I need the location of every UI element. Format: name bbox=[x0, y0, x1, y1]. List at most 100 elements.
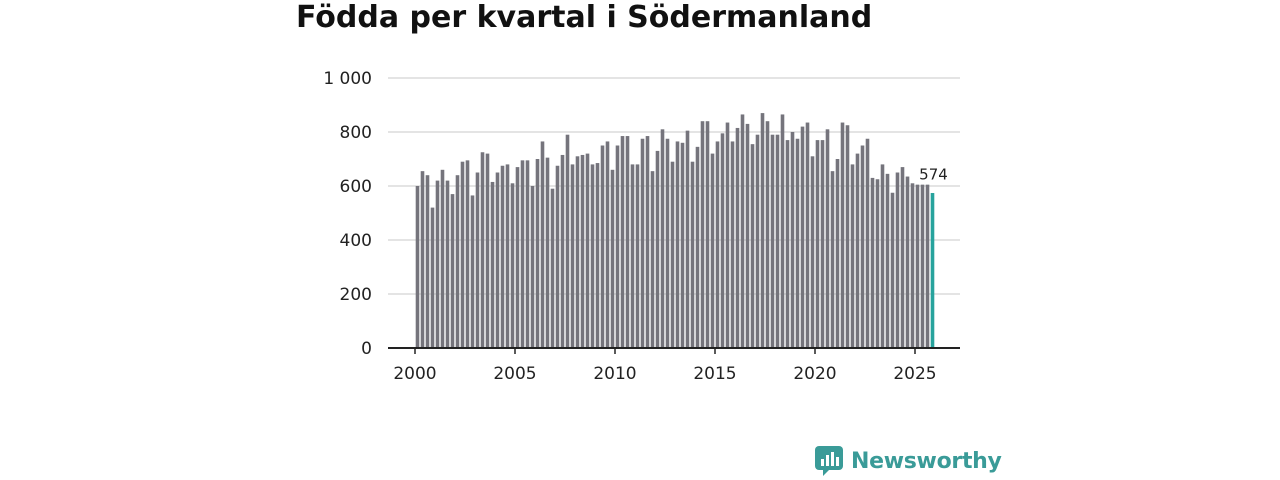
bar bbox=[645, 136, 650, 348]
bar bbox=[460, 161, 465, 348]
bar bbox=[790, 132, 795, 348]
y-tick-label: 800 bbox=[340, 123, 372, 143]
bar bbox=[780, 114, 785, 348]
last-value-label: 574 bbox=[919, 166, 948, 184]
bar bbox=[800, 126, 805, 348]
bar bbox=[840, 122, 845, 348]
bar bbox=[610, 169, 615, 348]
bar bbox=[885, 173, 890, 348]
bar bbox=[760, 113, 765, 348]
bar bbox=[695, 146, 700, 348]
bar bbox=[770, 134, 775, 348]
chart-title: Födda per kvartal i Södermanland bbox=[296, 0, 873, 35]
x-tick-label: 2025 bbox=[893, 364, 936, 384]
bar bbox=[665, 138, 670, 348]
bar bbox=[490, 181, 495, 348]
y-tick-label: 600 bbox=[340, 177, 372, 197]
bar bbox=[500, 165, 505, 348]
bar bbox=[445, 180, 450, 348]
bar bbox=[560, 154, 565, 348]
bar bbox=[795, 138, 800, 348]
bar bbox=[745, 123, 750, 349]
bar bbox=[735, 127, 740, 348]
bar bbox=[805, 122, 810, 348]
bar bbox=[720, 133, 725, 348]
bar bbox=[435, 180, 440, 348]
bar bbox=[685, 130, 690, 348]
bar bbox=[905, 176, 910, 348]
bar bbox=[555, 165, 560, 348]
bar bbox=[755, 134, 760, 348]
bar bbox=[515, 167, 520, 348]
bar bbox=[810, 156, 815, 348]
bar bbox=[925, 184, 930, 348]
x-tick-label: 2020 bbox=[793, 364, 836, 384]
bar bbox=[525, 160, 530, 348]
bar bbox=[415, 186, 420, 348]
x-tick-label: 2015 bbox=[693, 364, 736, 384]
bar bbox=[590, 164, 595, 348]
bar bbox=[730, 141, 735, 348]
axes bbox=[388, 347, 960, 354]
bar bbox=[910, 183, 915, 348]
bar bbox=[530, 186, 535, 348]
bar bbox=[430, 207, 435, 348]
bar bbox=[425, 175, 430, 348]
bar bbox=[890, 192, 895, 348]
bar bbox=[595, 163, 600, 348]
bar bbox=[865, 138, 870, 348]
bar bbox=[715, 141, 720, 348]
highlight-bar bbox=[930, 193, 935, 348]
bar bbox=[565, 134, 570, 348]
bar bbox=[535, 159, 540, 348]
bar bbox=[705, 121, 710, 348]
bar bbox=[845, 125, 850, 348]
x-tick-labels: 2000 2005 2010 2015 2020 2025 bbox=[393, 364, 936, 384]
y-tick-label: 400 bbox=[340, 231, 372, 251]
bar bbox=[835, 159, 840, 348]
x-tick-label: 2005 bbox=[493, 364, 536, 384]
bar bbox=[690, 161, 695, 348]
bar bbox=[740, 114, 745, 348]
bar bbox=[700, 121, 705, 348]
bar bbox=[855, 153, 860, 348]
bar bbox=[480, 152, 485, 348]
bar bbox=[505, 164, 510, 348]
bar bbox=[815, 140, 820, 348]
bar bbox=[655, 150, 660, 348]
bar bbox=[635, 164, 640, 348]
bar bbox=[875, 179, 880, 348]
bar bbox=[520, 160, 525, 348]
bar bbox=[915, 184, 920, 348]
bar bbox=[850, 164, 855, 348]
y-tick-label: 200 bbox=[340, 285, 372, 305]
bar bbox=[725, 122, 730, 348]
bar bbox=[455, 175, 460, 348]
x-tick-label: 2000 bbox=[393, 364, 436, 384]
bar bbox=[900, 167, 905, 348]
bar bbox=[485, 153, 490, 348]
y-tick-label: 1 000 bbox=[323, 69, 372, 89]
bar bbox=[600, 145, 605, 348]
bar bbox=[830, 171, 835, 348]
y-tick-labels: 0 200 400 600 800 1 000 bbox=[323, 69, 372, 359]
bar bbox=[420, 171, 425, 348]
bar bbox=[625, 136, 630, 348]
bar bbox=[630, 164, 635, 348]
y-tick-label: 0 bbox=[361, 339, 372, 359]
bar bbox=[660, 129, 665, 348]
bar bbox=[920, 184, 925, 348]
bar bbox=[870, 177, 875, 348]
newsworthy-logo[interactable]: Newsworthy bbox=[814, 445, 1002, 477]
bar bbox=[860, 145, 865, 348]
bar bbox=[470, 195, 475, 348]
bar bbox=[775, 134, 780, 348]
bar bbox=[585, 153, 590, 348]
bar bbox=[895, 172, 900, 348]
bar bbox=[575, 156, 580, 348]
bar bbox=[475, 172, 480, 348]
bar bbox=[540, 141, 545, 348]
bar bbox=[605, 141, 610, 348]
x-tick-label: 2010 bbox=[593, 364, 636, 384]
bar-chart-badge-icon bbox=[815, 446, 843, 476]
